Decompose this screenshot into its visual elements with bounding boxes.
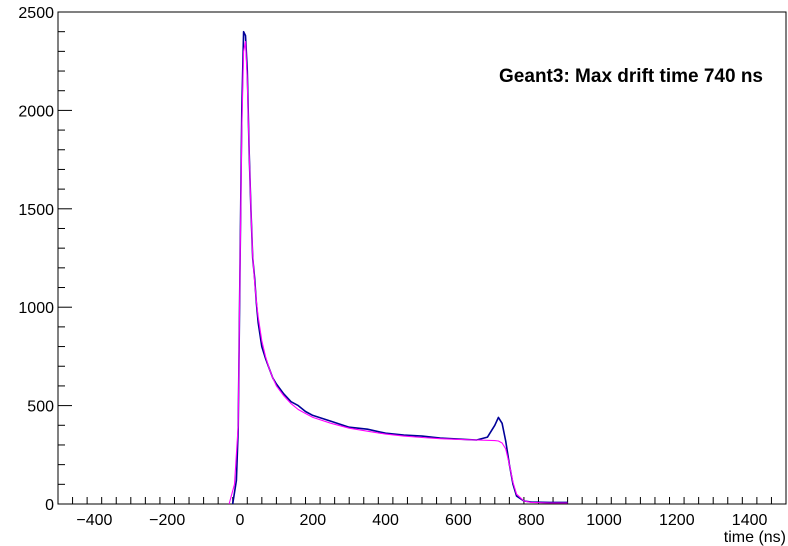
- fit-series-line: [228, 40, 568, 505]
- y-tick-label: 500: [27, 399, 54, 416]
- x-axis-ticks: −400 −200 0 200 400 600 800 1000 1200 1400: [57, 497, 787, 529]
- x-tick-label: 1400: [732, 512, 768, 529]
- x-tick-label: 0: [236, 512, 245, 529]
- x-tick-label: 400: [372, 512, 399, 529]
- y-axis-ticks: 0 500 1000 1500 2000 2500: [18, 5, 72, 514]
- histogram-series-line: [231, 30, 568, 505]
- series-layer: [228, 30, 568, 505]
- x-tick-label: −200: [149, 512, 185, 529]
- x-tick-label: 200: [299, 512, 326, 529]
- x-tick-label: 1000: [586, 512, 622, 529]
- x-axis-title: time (ns): [724, 529, 786, 546]
- y-tick-label: 2500: [18, 5, 54, 22]
- x-tick-label: 800: [518, 512, 545, 529]
- plot-title: Geant3: Max drift time 740 ns: [499, 66, 763, 87]
- y-tick-label: 1500: [18, 202, 54, 219]
- y-tick-label: 2000: [18, 103, 54, 120]
- x-tick-label: 1200: [659, 512, 695, 529]
- x-tick-label: −400: [76, 512, 112, 529]
- x-tick-label: 600: [445, 512, 472, 529]
- y-tick-label: 1000: [18, 300, 54, 317]
- y-tick-label: 0: [45, 497, 54, 514]
